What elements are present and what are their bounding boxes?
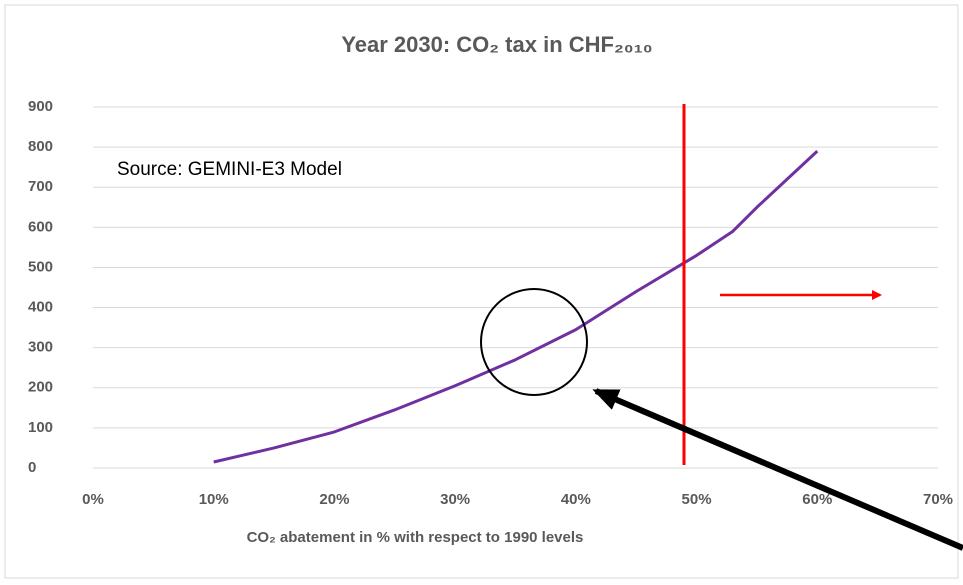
chart-title: Year 2030: CO₂ tax in CHF₂₀₁₀	[341, 32, 652, 57]
x-tick-label: 70%	[923, 491, 953, 508]
plot-area: 0 100 200 300 400 500 600 700 800 900 0% 10% 20% 30% 4…	[28, 98, 953, 508]
x-tick-label: 50%	[682, 491, 712, 508]
x-tick-label: 30%	[440, 491, 470, 508]
y-tick-label: 300	[28, 339, 53, 356]
x-axis-label: CO₂ abatement in % with respect to 1990 …	[247, 529, 584, 546]
x-tick-label: 60%	[802, 491, 832, 508]
chart-border	[4, 4, 959, 579]
annotation: Source: GEMINI-E3 Model	[117, 159, 342, 180]
data-line	[213, 150, 819, 464]
y-tick-label: 200	[28, 379, 53, 396]
y-tick-label: 100	[28, 419, 53, 436]
x-tick-label: 0%	[82, 491, 104, 508]
y-tick-label: 400	[28, 299, 53, 316]
y-tick-label: 500	[28, 258, 53, 275]
pointer-arrow	[592, 388, 963, 551]
y-tick-label: 800	[28, 138, 53, 155]
y-tick-label: 900	[28, 98, 53, 115]
x-tick-label: 40%	[561, 491, 591, 508]
y-tick-label: 600	[28, 218, 53, 235]
x-tick-label: 20%	[319, 491, 349, 508]
x-tick-label: 10%	[199, 491, 229, 508]
highlight-circle	[480, 288, 588, 396]
y-tick-label: 0	[28, 459, 36, 476]
y-tick-label: 700	[28, 178, 53, 195]
